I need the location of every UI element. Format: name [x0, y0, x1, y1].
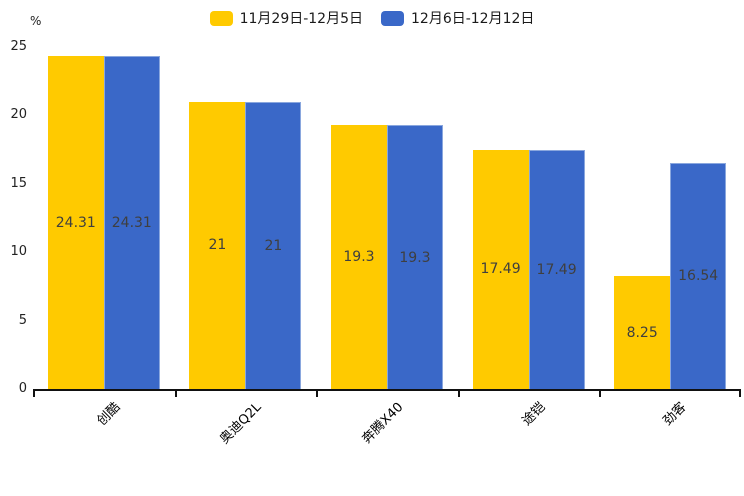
bar-value-label: 19.3 — [399, 249, 431, 266]
bar-途铠-series2[interactable]: 17.49 — [528, 149, 585, 389]
legend-label-week1: 11月29日-12月5日 — [239, 11, 363, 27]
legend-label-week2: 12月6日-12月12日 — [411, 11, 535, 27]
bar-group-劲客: 8.25 16.54 — [599, 47, 741, 389]
bar-group-奔腾X40: 19.3 19.3 — [316, 47, 458, 389]
x-axis-tick — [174, 391, 177, 397]
legend-swatch-yellow — [209, 10, 233, 26]
bar-创酷-series1[interactable]: 24.31 — [47, 56, 104, 389]
y-axis-unit-label: % — [30, 14, 42, 28]
bar-value-label: 16.54 — [678, 268, 719, 285]
x-axis-tick — [316, 391, 319, 397]
bar-value-label: 24.31 — [111, 215, 152, 232]
x-axis-tick — [599, 391, 602, 397]
y-tick-label-15: 15 — [10, 175, 27, 191]
plot-area: 24.31 24.31 21 21 19.3 19.3 17.49 17.49 8.25 16.5… — [33, 47, 741, 391]
category-label-创酷: 创酷 — [94, 399, 124, 429]
bar-value-label: 21 — [264, 237, 283, 254]
bar-劲客-series1[interactable]: 8.25 — [614, 276, 671, 389]
category-label-途铠: 途铠 — [519, 399, 549, 429]
y-tick-label-25: 25 — [10, 39, 27, 54]
bar-value-label: 17.49 — [536, 261, 577, 278]
bar-value-label: 24.31 — [55, 214, 96, 231]
y-tick-label-20: 20 — [10, 107, 27, 123]
legend-item-week2[interactable]: 12月6日-12月12日 — [381, 8, 534, 28]
category-label-奔腾X40: 奔腾X40 — [359, 399, 407, 447]
bar-value-label: 19.3 — [343, 249, 375, 265]
y-tick-label-10: 10 — [10, 244, 27, 260]
bar-途铠-series1[interactable]: 17.49 — [472, 149, 529, 389]
x-axis-tick — [457, 391, 460, 397]
bar-奥迪Q2L-series1[interactable]: 21 — [189, 101, 246, 389]
category-label-奥迪Q2L: 奥迪Q2L — [217, 399, 265, 448]
bar-奔腾X40-series1[interactable]: 19.3 — [330, 124, 387, 389]
bar-奔腾X40-series2[interactable]: 19.3 — [386, 124, 443, 389]
bar-劲客-series2[interactable]: 16.54 — [670, 162, 727, 389]
x-axis-tick — [33, 391, 35, 397]
bar-value-label: 17.49 — [480, 261, 521, 278]
bar-group-奥迪Q2L: 21 21 — [175, 47, 317, 389]
x-axis-tick — [739, 391, 741, 397]
bar-group-途铠: 17.49 17.49 — [458, 47, 600, 389]
bar-value-label: 8.25 — [626, 324, 658, 341]
y-tick-label-0: 0 — [18, 381, 27, 396]
bar-value-label: 21 — [208, 237, 227, 254]
legend-swatch-blue — [381, 10, 404, 26]
y-tick-label-5: 5 — [18, 312, 27, 328]
category-label-劲客: 劲客 — [660, 399, 690, 429]
bar-奥迪Q2L-series2[interactable]: 21 — [245, 101, 302, 389]
chart-legend: 11月29日-12月5日 12月6日-12月12日 — [0, 8, 744, 28]
bar-group-创酷: 24.31 24.31 — [33, 47, 175, 389]
legend-item-week1[interactable]: 11月29日-12月5日 — [209, 8, 363, 28]
bar-创酷-series2[interactable]: 24.31 — [103, 56, 160, 389]
